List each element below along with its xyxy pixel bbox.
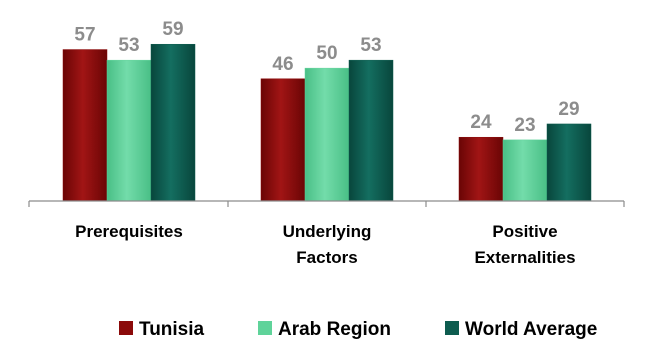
value-label-world-average-positive-externalities: 29 [558, 99, 579, 120]
legend-swatch-arab-region [258, 321, 272, 335]
value-label-tunisia-positive-externalities: 24 [470, 112, 492, 133]
bar-world-average-prerequisites [150, 43, 196, 202]
value-label-world-average-prerequisites: 59 [162, 19, 183, 40]
category-labels: Prerequisites Underlying Factors Positive Ex… [75, 222, 575, 267]
bar-tunisia-underlying-factors [260, 78, 306, 202]
legend-item-arab-region: Arab Region [258, 319, 391, 340]
bar-tunisia-positive-externalities [458, 136, 504, 202]
data-labels: 57 53 59 46 50 53 24 23 29 [74, 19, 579, 136]
category-label-prerequisites: Prerequisites [75, 222, 183, 241]
legend-label-tunisia: Tunisia [139, 319, 205, 340]
value-label-tunisia-prerequisites: 57 [74, 25, 95, 46]
legend-item-world-average: World Average [445, 319, 597, 340]
category-label-underlying-factors-line2: Factors [296, 248, 357, 267]
value-label-arab-region-positive-externalities: 23 [514, 115, 535, 136]
legend-swatch-world-average [445, 321, 459, 335]
category-label-underlying-factors-line1: Underlying [283, 222, 372, 241]
value-label-arab-region-prerequisites: 53 [118, 35, 139, 56]
x-axis [28, 200, 625, 207]
bar-arab-region-prerequisites [106, 59, 152, 202]
legend-item-tunisia: Tunisia [119, 319, 205, 340]
value-label-arab-region-underlying-factors: 50 [316, 43, 337, 64]
bar-world-average-positive-externalities [546, 123, 592, 202]
bar-arab-region-positive-externalities [502, 139, 548, 202]
bar-world-average-underlying-factors [348, 59, 394, 202]
value-label-world-average-underlying-factors: 53 [360, 35, 381, 56]
legend-swatch-tunisia [119, 321, 133, 335]
category-label-positive-externalities-line1: Positive [492, 222, 557, 241]
bar-arab-region-underlying-factors [304, 67, 350, 202]
bars-layer [62, 43, 592, 202]
legend-label-arab-region: Arab Region [278, 319, 391, 340]
category-label-positive-externalities-line2: Externalities [474, 248, 575, 267]
value-label-tunisia-underlying-factors: 46 [272, 54, 293, 75]
legend-label-world-average: World Average [465, 319, 597, 340]
bar-tunisia-prerequisites [62, 49, 108, 202]
legend: Tunisia Arab Region World Average [119, 319, 597, 340]
